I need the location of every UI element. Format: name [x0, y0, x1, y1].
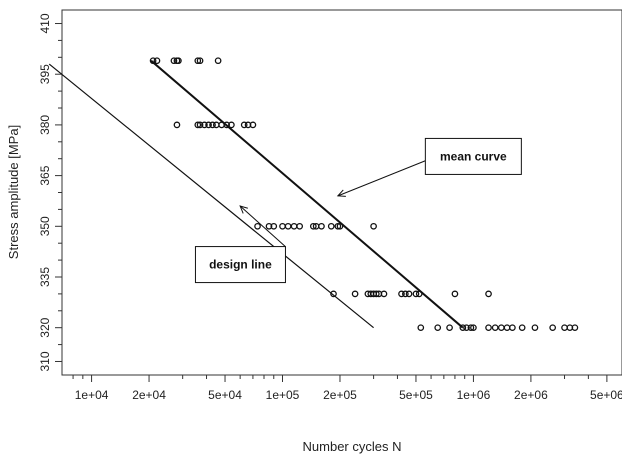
- points-layer: [149, 57, 579, 332]
- data-point: [370, 222, 377, 230]
- y-tick-label: 395: [38, 64, 52, 84]
- x-tick-label: 1e+06: [457, 388, 491, 402]
- design-line-label-box: [194, 246, 286, 284]
- data-point: [470, 324, 477, 332]
- data-point: [249, 121, 257, 129]
- data-point: [503, 324, 511, 332]
- x-axis-title: Number cycles N: [303, 439, 402, 454]
- data-point: [518, 324, 526, 332]
- data-point: [497, 324, 505, 332]
- data-point: [173, 121, 181, 129]
- data-point: [446, 324, 453, 332]
- y-tick-label: 365: [38, 165, 52, 185]
- y-tick-label: 410: [38, 13, 52, 33]
- data-point: [196, 121, 204, 129]
- y-axis-title: Stress amplitude [MPa]: [6, 125, 21, 259]
- data-point: [265, 222, 273, 230]
- data-point: [170, 57, 178, 65]
- data-point: [194, 57, 202, 65]
- design-line-arrow: [239, 205, 286, 247]
- data-point: [459, 324, 467, 332]
- y-tick-label: 310: [38, 351, 52, 371]
- data-point: [209, 121, 216, 129]
- data-point: [485, 290, 492, 298]
- data-point: [451, 290, 459, 298]
- y-tick-label: 380: [38, 115, 52, 135]
- mean-curve-line: [150, 59, 464, 329]
- y-tick-label: 320: [38, 317, 52, 337]
- design-line: [48, 63, 374, 329]
- mean-curve-arrow: [337, 160, 426, 197]
- design-line-arrowhead: [239, 205, 248, 214]
- mean-curve-arrowhead: [336, 189, 346, 197]
- y-tick-label: 335: [38, 267, 52, 287]
- data-point: [318, 222, 325, 230]
- data-point: [531, 324, 539, 332]
- data-point: [196, 57, 204, 65]
- data-point: [491, 324, 499, 332]
- data-point: [228, 121, 235, 129]
- data-point: [415, 290, 423, 298]
- data-point: [417, 324, 425, 332]
- x-tick-label: 5e+06: [590, 388, 622, 402]
- data-point: [330, 290, 337, 298]
- mean-curve-label: mean curve: [440, 149, 507, 163]
- data-point: [351, 290, 359, 298]
- data-point: [290, 222, 298, 230]
- data-point: [434, 324, 442, 332]
- data-point: [571, 324, 579, 332]
- data-point: [561, 324, 568, 332]
- data-point: [485, 324, 492, 332]
- data-point: [214, 57, 222, 65]
- data-point: [372, 290, 380, 298]
- data-point: [284, 222, 292, 230]
- y-tick-label: 350: [38, 216, 52, 236]
- data-point: [254, 222, 261, 230]
- plot-area-frame: [61, 9, 622, 376]
- x-tick-label: 2e+05: [323, 388, 357, 402]
- data-point: [405, 290, 413, 298]
- x-tick-label: 1e+05: [266, 388, 300, 402]
- data-point: [334, 222, 342, 230]
- axes-layer: 1e+04 2e+04 5e+04 1e+05 2e+05 5e+05 1e+06 2e+06…: [38, 13, 622, 402]
- data-point: [279, 222, 286, 230]
- data-point: [296, 222, 304, 230]
- data-point: [309, 222, 317, 230]
- annotations-layer: mean curve design line: [194, 137, 522, 284]
- x-tick-label: 5e+05: [399, 388, 433, 402]
- data-point: [149, 57, 157, 65]
- data-point: [153, 57, 161, 65]
- design-line-label: design line: [209, 258, 272, 272]
- data-point: [205, 121, 212, 129]
- data-point: [398, 290, 405, 298]
- data-point: [467, 324, 475, 332]
- mean-curve-label-box: [424, 137, 522, 175]
- x-tick-label: 5e+04: [208, 388, 242, 402]
- data-point: [380, 290, 388, 298]
- data-point: [212, 121, 220, 129]
- data-point: [270, 222, 278, 230]
- data-point: [549, 324, 557, 332]
- x-tick-label: 1e+04: [75, 388, 109, 402]
- data-point: [402, 290, 409, 298]
- data-point: [509, 324, 516, 332]
- data-point: [194, 121, 202, 129]
- data-point: [201, 121, 208, 129]
- lines-layer: [48, 59, 464, 329]
- data-point: [336, 222, 344, 230]
- data-point: [175, 57, 182, 65]
- x-tick-label: 2e+06: [514, 388, 548, 402]
- data-point: [240, 121, 248, 129]
- data-point: [463, 324, 470, 332]
- x-tick-label: 2e+04: [132, 388, 166, 402]
- data-point: [223, 121, 231, 129]
- data-point: [412, 290, 420, 298]
- data-point: [327, 222, 335, 230]
